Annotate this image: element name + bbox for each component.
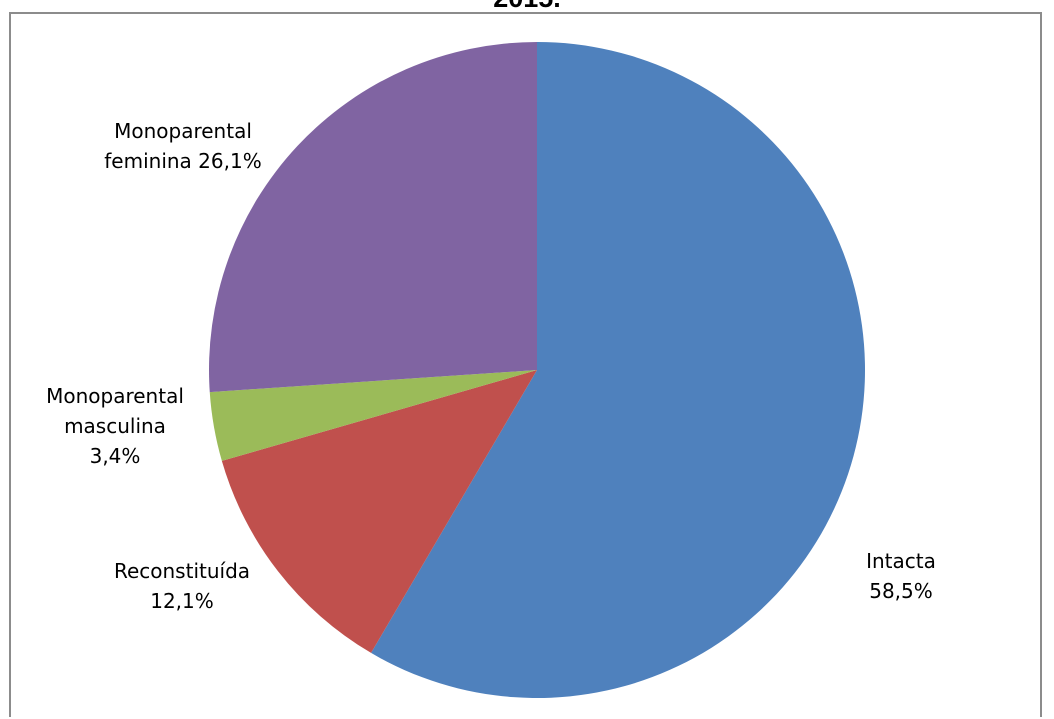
- slice-label: Monoparental feminina 26,1%: [104, 119, 261, 173]
- pie-slice-reconstitu-da: [221, 370, 537, 653]
- pie-slices: [209, 42, 866, 699]
- slice-label-line: 58,5%: [869, 579, 933, 603]
- slice-label: Monoparental masculina 3,4%: [46, 384, 184, 468]
- slice-label-line: masculina: [64, 414, 166, 438]
- slice-label-line: Monoparental: [46, 384, 184, 408]
- slice-label: Intacta 58,5%: [866, 549, 936, 603]
- pie-slice-monoparental-masculina: [209, 370, 537, 461]
- pie-slice-monoparental-feminina: [209, 42, 537, 393]
- slice-label-line: 3,4%: [90, 444, 141, 468]
- chart-frame: [9, 12, 1042, 717]
- slice-label-line: 12,1%: [150, 589, 214, 613]
- slice-label-line: Monoparental: [114, 119, 252, 143]
- pie-slice-intacta: [371, 42, 866, 699]
- slice-label-line: Intacta: [866, 549, 936, 573]
- slice-label-line: feminina 26,1%: [104, 149, 261, 173]
- chart-title: 2015.: [0, 0, 1054, 14]
- slice-label: Reconstituída 12,1%: [114, 559, 250, 613]
- slice-label-line: Reconstituída: [114, 559, 250, 583]
- pie-labels: Intacta 58,5% Reconstituída 12,1% Monoparent…: [46, 119, 936, 613]
